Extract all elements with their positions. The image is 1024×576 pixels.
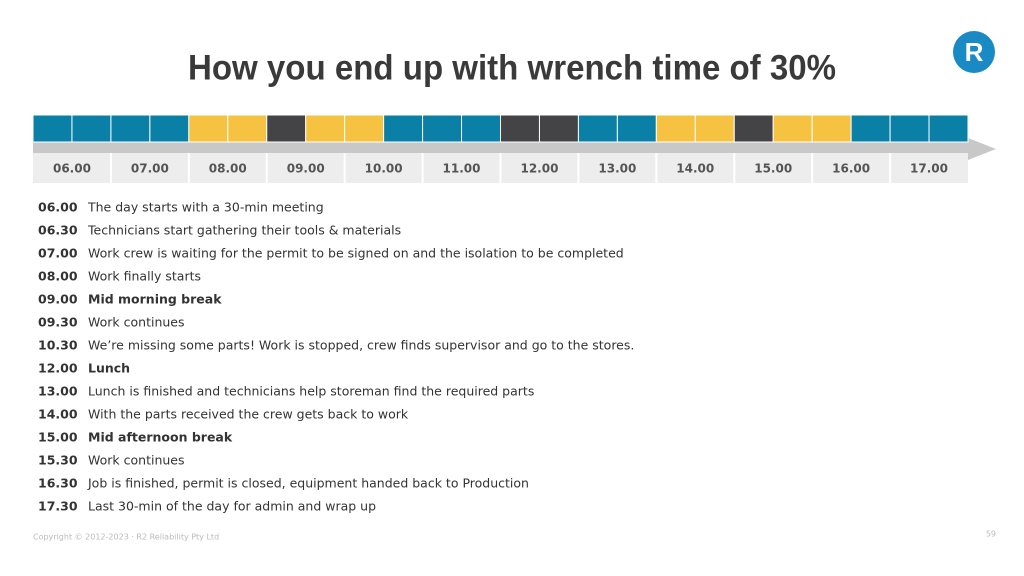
time-block: [149, 114, 190, 143]
event-time: 09.00: [38, 292, 78, 307]
hour-label: 10.00: [365, 162, 403, 176]
time-block: [577, 114, 618, 143]
hour-label: 08.00: [209, 162, 247, 176]
page-number: 59: [986, 530, 996, 539]
time-block: [110, 114, 151, 143]
time-block: [305, 114, 346, 143]
event-text: Work continues: [88, 315, 185, 330]
time-block: [188, 114, 229, 143]
time-block: [32, 114, 73, 143]
event-text: Work crew is waiting for the permit to b…: [88, 246, 624, 261]
event-time: 14.00: [38, 407, 78, 422]
copyright: Copyright © 2012-2023 · R2 Reliability P…: [33, 533, 219, 542]
hour-label: 13.00: [598, 162, 636, 176]
event-text: Work continues: [88, 453, 185, 468]
time-block: [344, 114, 385, 143]
event-time: 16.30: [38, 476, 78, 491]
event-text: Mid morning break: [88, 292, 222, 307]
time-block: [733, 114, 774, 143]
hour-label: 09.00: [287, 162, 325, 176]
hour-label: 12.00: [520, 162, 558, 176]
hour-label: 16.00: [832, 162, 870, 176]
slide-title: How you end up with wrench time of 30%: [188, 48, 836, 87]
event-time: 17.30: [38, 499, 78, 514]
time-block: [71, 114, 112, 143]
time-block: [227, 114, 268, 143]
event-text: With the parts received the crew gets ba…: [88, 407, 409, 422]
time-block: [422, 114, 463, 143]
event-text: Last 30-min of the day for admin and wra…: [88, 499, 376, 514]
logo-badge: [953, 31, 995, 73]
logo-text: R: [965, 37, 984, 67]
time-block: [538, 114, 579, 143]
event-time: 10.30: [38, 338, 78, 353]
hour-label: 06.00: [53, 162, 91, 176]
event-text: Technicians start gathering their tools …: [87, 223, 401, 238]
time-block: [500, 114, 540, 143]
event-time: 15.00: [38, 430, 78, 445]
hour-label: 17.00: [910, 162, 948, 176]
event-text: The day starts with a 30-min meeting: [87, 200, 324, 215]
event-time: 13.00: [38, 384, 78, 399]
hour-label: 15.00: [754, 162, 792, 176]
time-block: [266, 114, 307, 143]
event-text: Lunch: [88, 361, 130, 376]
time-block: [694, 114, 735, 143]
event-text: Job is finished, permit is closed, equip…: [87, 476, 529, 491]
time-block: [772, 114, 813, 143]
event-text: Work finally starts: [88, 269, 201, 284]
event-text: Lunch is finished and technicians help s…: [88, 384, 534, 399]
event-time: 08.00: [38, 269, 78, 284]
event-time: 06.00: [38, 200, 78, 215]
time-block: [655, 114, 696, 143]
event-time: 06.30: [38, 223, 78, 238]
time-block: [928, 114, 969, 143]
event-text: We’re missing some parts! Work is stoppe…: [88, 338, 634, 353]
event-text: Mid afternoon break: [88, 430, 233, 445]
time-block: [383, 114, 424, 143]
event-time: 12.00: [38, 361, 78, 376]
hour-label: 11.00: [443, 162, 481, 176]
event-time: 15.30: [38, 453, 78, 468]
hour-label: 14.00: [676, 162, 714, 176]
time-block: [461, 114, 501, 143]
event-time: 07.00: [38, 246, 78, 261]
time-block: [616, 114, 657, 143]
time-block: [811, 114, 852, 143]
time-block: [889, 114, 930, 143]
hour-label: 07.00: [131, 162, 169, 176]
time-block: [850, 114, 891, 143]
event-time: 09.30: [38, 315, 78, 330]
